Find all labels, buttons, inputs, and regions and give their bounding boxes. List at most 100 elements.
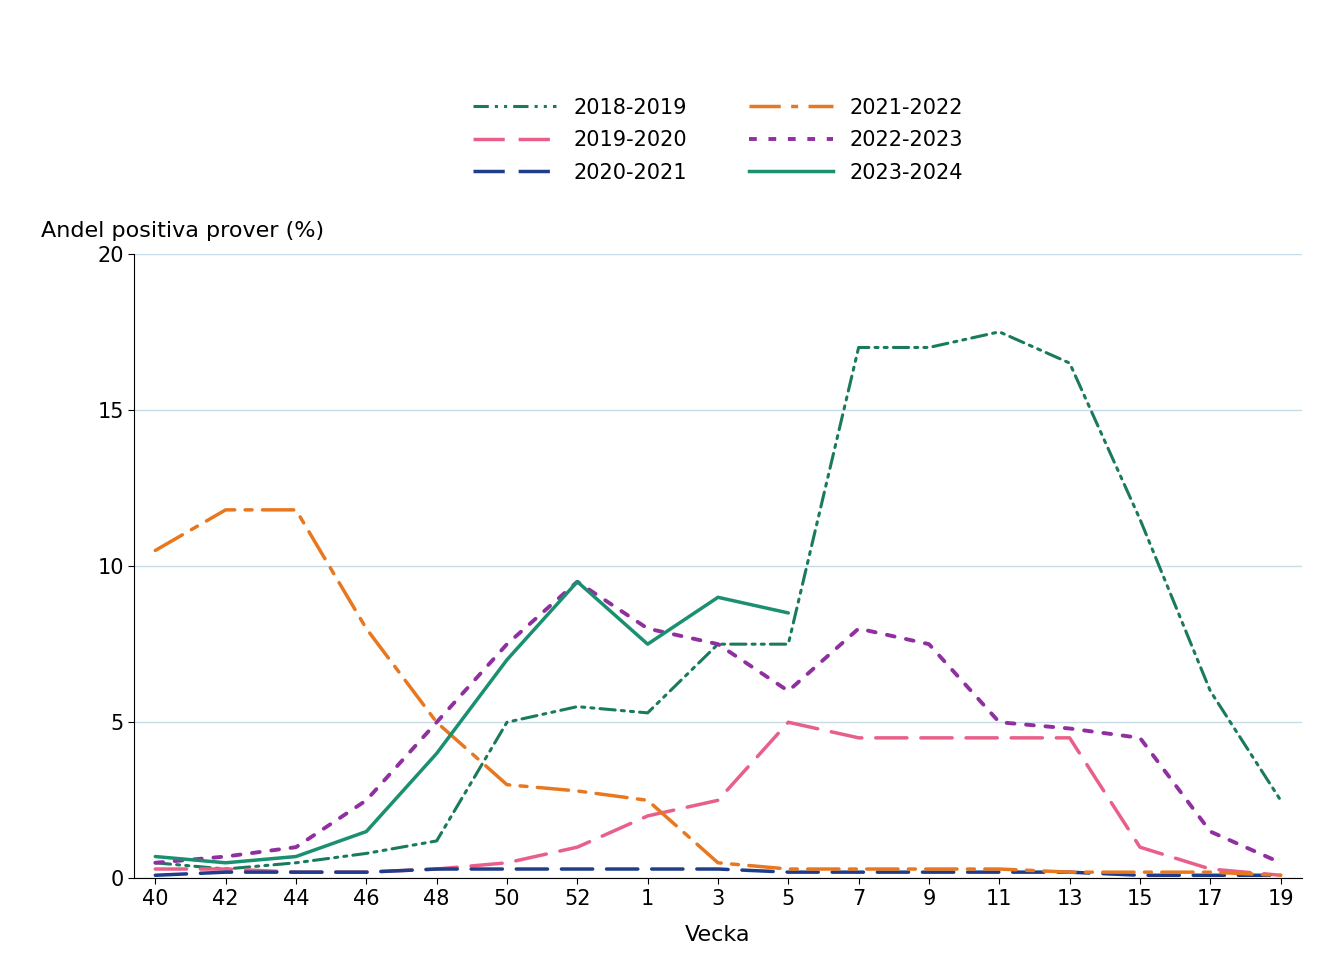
2018-2019 (992, 326, 1008, 338)
2020-2021 (358, 867, 374, 878)
2019-2020 (148, 863, 164, 874)
2020-2021 (710, 863, 726, 874)
2023-2024 (358, 826, 374, 837)
2018-2019 (289, 857, 305, 869)
2018-2019 (1062, 357, 1078, 369)
2023-2024 (640, 638, 656, 650)
2022-2023 (358, 794, 374, 806)
2018-2019 (358, 847, 374, 859)
2022-2023 (148, 857, 164, 869)
2019-2020 (569, 841, 585, 853)
2020-2021 (640, 863, 656, 874)
2020-2021 (1202, 870, 1219, 881)
2021-2022 (428, 716, 444, 728)
Legend: 2018-2019, 2019-2020, 2020-2021, 2021-2022, 2022-2023, 2023-2024: 2018-2019, 2019-2020, 2020-2021, 2021-20… (464, 89, 972, 191)
Line: 2019-2020: 2019-2020 (156, 722, 1280, 875)
Line: 2021-2022: 2021-2022 (156, 509, 1280, 875)
Text: Andel positiva prover (%): Andel positiva prover (%) (40, 222, 323, 241)
2021-2022 (1131, 867, 1147, 878)
2018-2019 (1131, 513, 1147, 525)
2020-2021 (428, 863, 444, 874)
2019-2020 (428, 863, 444, 874)
2020-2021 (1131, 870, 1147, 881)
2018-2019 (569, 701, 585, 712)
2023-2024 (148, 851, 164, 863)
2019-2020 (217, 863, 234, 874)
2021-2022 (499, 779, 515, 791)
2019-2020 (640, 810, 656, 822)
2022-2023 (1202, 826, 1219, 837)
2019-2020 (921, 732, 937, 744)
X-axis label: Vecka: Vecka (686, 925, 750, 946)
2023-2024 (217, 857, 234, 869)
2021-2022 (921, 863, 937, 874)
2021-2022 (1272, 870, 1288, 881)
2021-2022 (710, 857, 726, 869)
2019-2020 (499, 857, 515, 869)
2019-2020 (289, 867, 305, 878)
2023-2024 (499, 654, 515, 666)
2021-2022 (992, 863, 1008, 874)
2018-2019 (1202, 685, 1219, 697)
2020-2021 (1062, 867, 1078, 878)
2018-2019 (1272, 794, 1288, 806)
2022-2023 (289, 841, 305, 853)
2018-2019 (217, 863, 234, 874)
2019-2020 (851, 732, 867, 744)
Line: 2018-2019: 2018-2019 (156, 332, 1280, 869)
2022-2023 (499, 638, 515, 650)
2019-2020 (1062, 732, 1078, 744)
2018-2019 (851, 342, 867, 353)
2020-2021 (569, 863, 585, 874)
2018-2019 (148, 857, 164, 869)
2022-2023 (1131, 732, 1147, 744)
2021-2022 (1062, 867, 1078, 878)
Line: 2023-2024: 2023-2024 (156, 582, 788, 863)
2020-2021 (780, 867, 796, 878)
2020-2021 (851, 867, 867, 878)
2021-2022 (1202, 867, 1219, 878)
2022-2023 (428, 716, 444, 728)
2022-2023 (1062, 722, 1078, 734)
2022-2023 (1272, 857, 1288, 869)
2018-2019 (921, 342, 937, 353)
2023-2024 (710, 591, 726, 603)
2023-2024 (780, 607, 796, 619)
2018-2019 (780, 638, 796, 650)
2018-2019 (428, 835, 444, 847)
2022-2023 (851, 623, 867, 634)
2020-2021 (217, 867, 234, 878)
2020-2021 (992, 867, 1008, 878)
2023-2024 (289, 851, 305, 863)
Line: 2022-2023: 2022-2023 (156, 582, 1280, 863)
2021-2022 (851, 863, 867, 874)
2020-2021 (921, 867, 937, 878)
2023-2024 (428, 748, 444, 759)
2019-2020 (1131, 841, 1147, 853)
2021-2022 (358, 623, 374, 634)
2019-2020 (358, 867, 374, 878)
2019-2020 (1202, 863, 1219, 874)
2021-2022 (569, 785, 585, 796)
2023-2024 (569, 576, 585, 588)
2018-2019 (710, 638, 726, 650)
2021-2022 (780, 863, 796, 874)
2022-2023 (992, 716, 1008, 728)
2022-2023 (921, 638, 937, 650)
2022-2023 (569, 576, 585, 588)
2020-2021 (499, 863, 515, 874)
2022-2023 (217, 851, 234, 863)
2019-2020 (1272, 870, 1288, 881)
2021-2022 (148, 545, 164, 556)
2020-2021 (148, 870, 164, 881)
Line: 2020-2021: 2020-2021 (156, 869, 1280, 875)
2019-2020 (992, 732, 1008, 744)
2021-2022 (289, 504, 305, 515)
2021-2022 (640, 794, 656, 806)
2018-2019 (640, 707, 656, 718)
2020-2021 (1272, 870, 1288, 881)
2019-2020 (780, 716, 796, 728)
2022-2023 (710, 638, 726, 650)
2021-2022 (217, 504, 234, 515)
2022-2023 (640, 623, 656, 634)
